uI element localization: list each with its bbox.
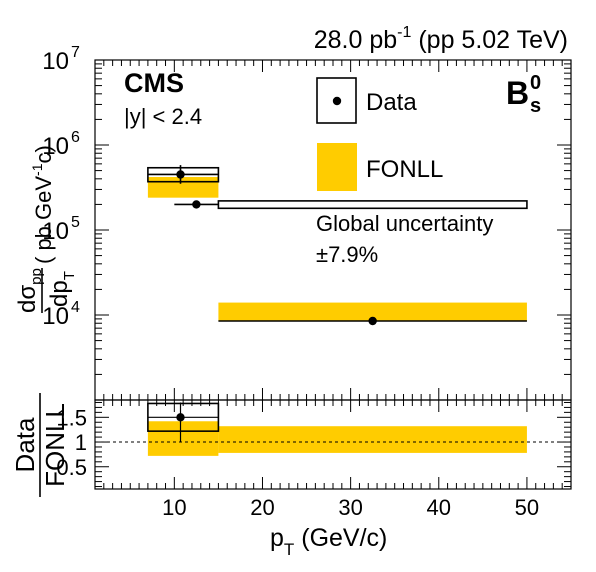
y-axis-title-numerator: dσpp xyxy=(14,268,45,313)
ratio-y-axis-ticks: 0.511.5 xyxy=(56,401,571,488)
y-tick-exponent: 7 xyxy=(71,44,80,61)
y-tick-label: 10 xyxy=(42,48,69,75)
x-axis-title: pT (GeV/c) xyxy=(270,524,387,559)
particle-superscript: 0 xyxy=(530,72,541,94)
legend-data-label: Data xyxy=(366,89,417,116)
luminosity-label: 28.0 pb-1 (pp 5.02 TeV) xyxy=(314,24,568,54)
data-point-3 xyxy=(218,316,527,326)
rapidity-label: |y| < 2.4 xyxy=(124,104,202,129)
y-axis-title: dσpp dpT ( pb GeV-1c) xyxy=(14,145,78,313)
ratio-fonll-band-2 xyxy=(218,426,527,453)
data-point-1 xyxy=(147,165,219,184)
legend-data-marker xyxy=(332,96,342,106)
y-tick-label: 10 xyxy=(42,218,69,245)
ratio-marker xyxy=(176,413,185,422)
data-marker xyxy=(176,170,185,179)
ratio-point-1 xyxy=(147,402,219,443)
data-marker xyxy=(192,200,201,209)
data-point-2 xyxy=(174,200,219,209)
particle-label: B xyxy=(506,75,529,111)
y-tick-exponent: 4 xyxy=(71,299,80,316)
fonll-band-1 xyxy=(147,177,219,198)
x-tick-label: 10 xyxy=(162,495,186,520)
data-marker xyxy=(368,316,377,326)
ratio-y-tick-label: 1 xyxy=(75,430,87,455)
y-tick-label: 10 xyxy=(42,303,69,330)
ratio-y-axis-title: Data FONLL xyxy=(10,393,70,497)
data-box-2 xyxy=(217,200,528,210)
x-tick-label: 40 xyxy=(427,495,451,520)
ratio-data-points xyxy=(147,402,219,443)
global-uncertainty-value: ±7.9% xyxy=(316,242,378,267)
y-axis-title-denominator: dpT xyxy=(46,271,78,307)
ratio-y-title-numerator: Data xyxy=(10,417,40,472)
y-tick-label: 10 xyxy=(42,133,69,160)
legend-fonll-label: FONLL xyxy=(366,156,443,183)
x-tick-label: 30 xyxy=(338,495,362,520)
y-tick-exponent: 6 xyxy=(71,129,80,146)
x-axis-ticks: 10 20 30 40 50 xyxy=(94,400,572,520)
legend: Data FONLL xyxy=(316,77,443,191)
x-axis-ticks-top-panel xyxy=(94,60,572,400)
particle-subscript: s xyxy=(530,95,541,117)
x-tick-label: 50 xyxy=(515,495,539,520)
global-uncertainty-label: Global uncertainty xyxy=(316,211,493,236)
ratio-y-tick-label: 1.5 xyxy=(56,405,87,430)
cms-label: CMS xyxy=(124,68,184,98)
legend-fonll-box xyxy=(317,143,357,191)
data-points xyxy=(147,165,527,326)
x-tick-label: 20 xyxy=(250,495,274,520)
ratio-fonll-bands xyxy=(147,421,527,456)
ratio-y-tick-label: 0.5 xyxy=(56,455,87,480)
y-tick-exponent: 5 xyxy=(71,214,80,231)
fonll-band-2 xyxy=(218,302,527,321)
y-axis-title-unit: ( pb GeV-1c) xyxy=(29,145,56,264)
ratio-fonll-band-1 xyxy=(147,421,219,456)
ratio-y-title-denominator: FONLL xyxy=(40,403,70,487)
